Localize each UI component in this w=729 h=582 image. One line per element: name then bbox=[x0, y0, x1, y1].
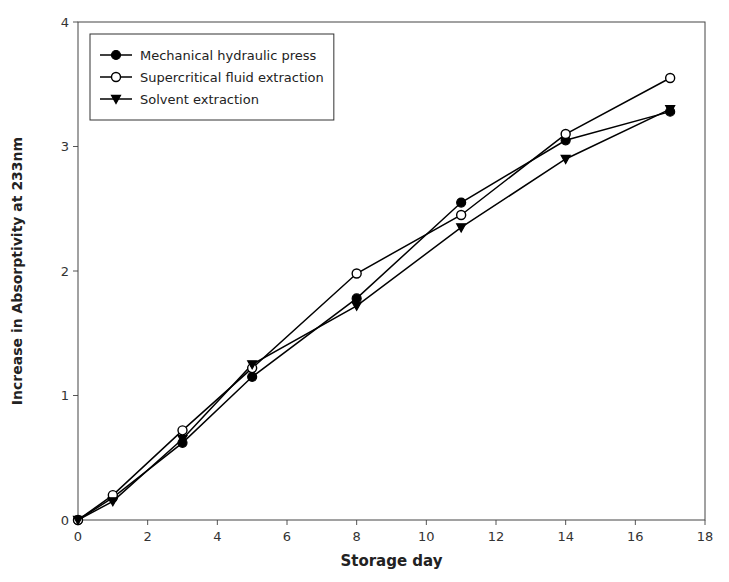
lines bbox=[78, 78, 670, 520]
x-tick bbox=[147, 520, 148, 525]
series-line bbox=[78, 78, 670, 520]
legend-marker bbox=[112, 95, 121, 103]
legend-marker bbox=[112, 73, 121, 82]
point bbox=[74, 516, 83, 524]
x-tick-label: 12 bbox=[488, 529, 505, 544]
point bbox=[74, 516, 83, 525]
y-tick bbox=[73, 395, 78, 396]
legend-marker bbox=[112, 51, 121, 60]
y-tick-label: 4 bbox=[61, 15, 69, 30]
x-tick bbox=[496, 520, 497, 525]
axes: 02468101214161801234 bbox=[61, 15, 714, 545]
y-axis-label: Increase in Absorptivity at 233nm bbox=[9, 137, 25, 405]
y-tick-label: 0 bbox=[61, 513, 69, 528]
markers bbox=[74, 74, 675, 525]
series-line bbox=[78, 109, 670, 520]
x-tick bbox=[217, 520, 218, 525]
point bbox=[457, 198, 466, 207]
x-tick-label: 18 bbox=[697, 529, 714, 544]
legend-label: Supercritical fluid extraction bbox=[140, 70, 324, 85]
point bbox=[178, 426, 187, 435]
x-tick-label: 8 bbox=[353, 529, 361, 544]
legend-item: Solvent extraction bbox=[100, 92, 259, 107]
x-tick-label: 14 bbox=[557, 529, 574, 544]
x-tick bbox=[635, 520, 636, 525]
y-tick bbox=[73, 271, 78, 272]
point bbox=[248, 361, 257, 369]
y-tick-label: 1 bbox=[61, 388, 69, 403]
point bbox=[457, 224, 466, 232]
y-tick-label: 3 bbox=[61, 139, 69, 154]
point bbox=[561, 130, 570, 139]
x-tick-label: 2 bbox=[144, 529, 152, 544]
point bbox=[178, 435, 187, 443]
legend-box bbox=[90, 34, 334, 120]
legend-item: Mechanical hydraulic press bbox=[100, 48, 317, 63]
series-line bbox=[78, 112, 670, 520]
x-tick-label: 10 bbox=[418, 529, 435, 544]
point bbox=[666, 74, 675, 83]
point bbox=[352, 294, 361, 303]
legend-label: Solvent extraction bbox=[140, 92, 259, 107]
point bbox=[248, 372, 257, 381]
point bbox=[352, 302, 361, 310]
x-tick bbox=[565, 520, 566, 525]
y-tick bbox=[73, 146, 78, 147]
point bbox=[74, 516, 83, 525]
plot-frame bbox=[78, 22, 705, 520]
y-tick-label: 2 bbox=[61, 264, 69, 279]
x-tick-label: 0 bbox=[74, 529, 82, 544]
point bbox=[352, 269, 361, 278]
x-tick bbox=[287, 520, 288, 525]
x-tick-label: 16 bbox=[627, 529, 644, 544]
x-tick bbox=[426, 520, 427, 525]
y-tick bbox=[73, 22, 78, 23]
x-tick bbox=[705, 520, 706, 525]
point bbox=[457, 210, 466, 219]
x-axis-label: Storage day bbox=[340, 552, 442, 570]
x-tick bbox=[356, 520, 357, 525]
x-tick-label: 6 bbox=[283, 529, 291, 544]
x-tick-label: 4 bbox=[213, 529, 221, 544]
point bbox=[108, 498, 117, 506]
legend: Mechanical hydraulic press Supercritical … bbox=[90, 34, 334, 120]
chart: 02468101214161801234Storage dayIncrease … bbox=[0, 0, 729, 582]
plot-area bbox=[78, 22, 705, 520]
point bbox=[666, 106, 675, 114]
legend-label: Mechanical hydraulic press bbox=[140, 48, 317, 63]
point bbox=[561, 155, 570, 163]
legend-item: Supercritical fluid extraction bbox=[100, 70, 324, 85]
